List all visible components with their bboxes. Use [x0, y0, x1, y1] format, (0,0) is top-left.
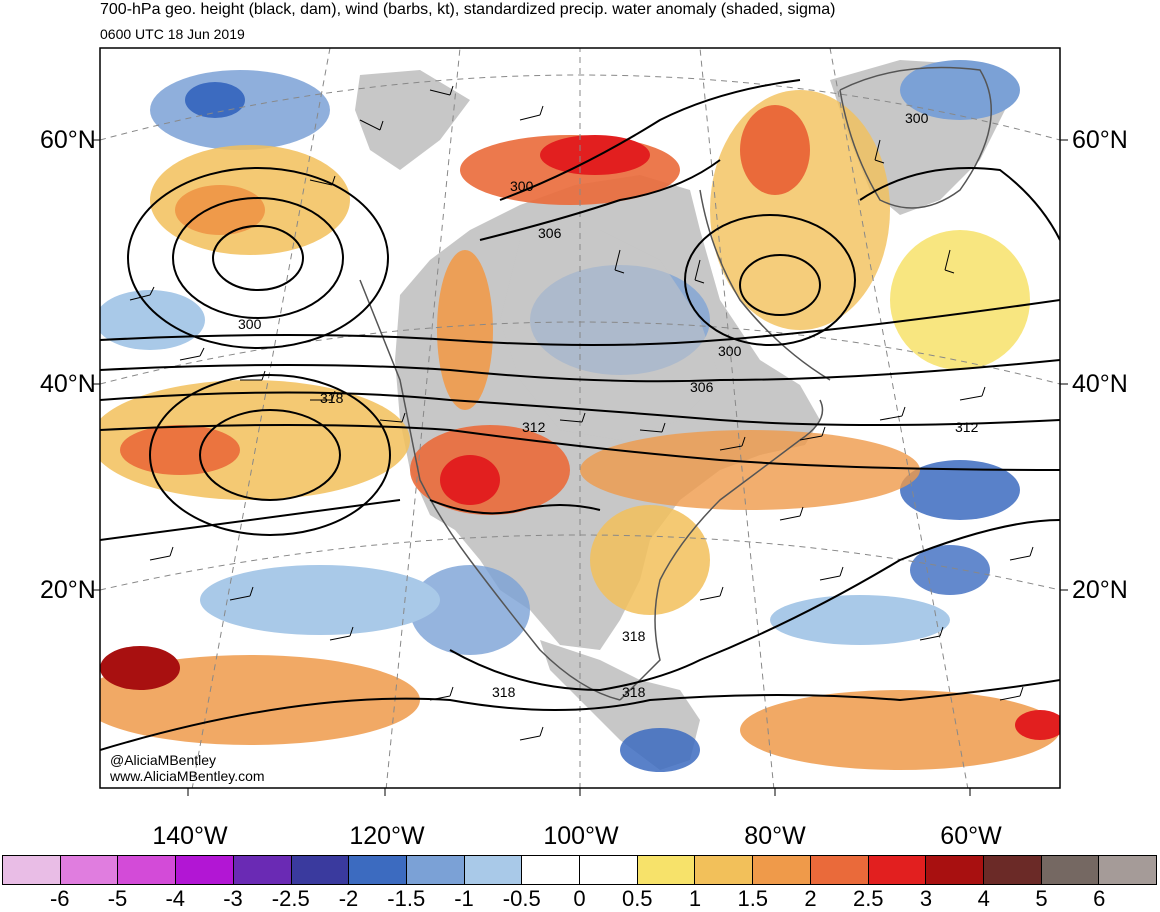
graticule — [100, 48, 1060, 788]
colorbar-box — [1041, 856, 1100, 884]
colorbar-box — [926, 856, 984, 884]
lon-label: 120°W — [349, 822, 425, 850]
lon-label: 60°W — [940, 822, 1002, 850]
colorbar-label: 3 — [919, 886, 933, 911]
colorbar-box — [580, 856, 638, 884]
colorbar-label: -2.5 — [271, 886, 310, 911]
axis-ticks — [92, 139, 1068, 796]
anom-pos-rockies — [437, 250, 493, 410]
anom-pos-east-us — [580, 430, 920, 510]
colorbar-label: 0 — [573, 886, 586, 911]
lat-label-right: 40°N — [1072, 370, 1128, 398]
colorbar-label: 5 — [1035, 886, 1048, 911]
contour-label: 306 — [690, 379, 714, 395]
colorbar-box — [60, 856, 119, 884]
wind-barbs — [129, 85, 1034, 741]
lat-label-right: 20°N — [1072, 576, 1128, 604]
colorbar-label: 6 — [1093, 886, 1106, 911]
contour-label: 300 — [510, 178, 534, 194]
contour-labels: 300 300 300 306 300 306 318 312 312 318 … — [238, 110, 979, 700]
anom-neg-pacific-nw-core — [185, 82, 245, 118]
credit-website: www.AliciaMBentley.com — [110, 768, 265, 784]
lon-label: 140°W — [152, 822, 228, 850]
height-contours — [100, 79, 1060, 751]
colorbar-label: 0.5 — [621, 886, 653, 911]
lat-label-left: 40°N — [40, 370, 96, 398]
anom-neg-north-atlantic — [900, 60, 1020, 120]
colorbar-label: -5 — [107, 886, 128, 911]
contour-label: 306 — [538, 225, 562, 241]
colorbar-box — [406, 856, 465, 884]
colorbar-box — [464, 856, 523, 884]
colorbar-box — [176, 856, 234, 884]
anom-neg-pacific-nw — [150, 70, 330, 150]
lat-label-right: 60°N — [1072, 126, 1128, 154]
colorbar-box — [3, 856, 61, 884]
colorbar-box — [810, 856, 869, 884]
anom-pos-southwest-core — [440, 455, 500, 505]
colorbar-label: 1.5 — [737, 886, 769, 911]
anom-pos-pacific-core — [120, 425, 240, 475]
lon-label: 100°W — [543, 822, 619, 850]
colorbar-label: -4 — [165, 886, 186, 911]
map-title: 700-hPa geo. height (black, dam), wind (… — [100, 1, 836, 18]
colorbar-label: -3 — [223, 886, 243, 911]
contour-label: 318 — [622, 684, 646, 700]
lat-label-left: 60°N — [40, 126, 96, 154]
contour-label: 318 — [320, 390, 344, 406]
colorbar-box — [1099, 856, 1157, 884]
anom-pos-tropical-atlantic — [740, 690, 1060, 770]
colorbar-box — [118, 856, 177, 884]
colorbar-label: -1.5 — [387, 886, 426, 911]
map-field: 300 300 300 306 300 306 318 312 312 318 … — [100, 48, 1060, 788]
colorbar-label: 1 — [688, 886, 702, 911]
colorbar-label: 4 — [977, 886, 990, 911]
colorbar-box — [983, 856, 1042, 884]
valid-time: 0600 UTC 18 Jun 2019 — [100, 26, 245, 42]
colorbar-label: -6 — [49, 886, 70, 911]
contour-label: 300 — [905, 110, 929, 126]
land-alaska — [355, 70, 470, 170]
colorbar-box — [349, 856, 407, 884]
colorbar-box — [868, 856, 927, 884]
colorbar-label: -0.5 — [502, 886, 541, 911]
anom-pos-north-atlantic — [890, 230, 1030, 370]
colorbar-label: -2 — [338, 886, 359, 911]
colorbar — [2, 855, 1157, 885]
anom-neg-mexico — [410, 565, 530, 655]
anom-neg-atlantic — [900, 460, 1020, 520]
anom-pos-labrador-core — [740, 105, 810, 195]
contour-label: 300 — [718, 343, 742, 359]
land-interior — [500, 230, 720, 440]
lon-label: 80°W — [744, 822, 806, 850]
contour-label: 312 — [955, 419, 979, 435]
colorbar-box — [637, 856, 696, 884]
contour-label: 312 — [522, 419, 546, 435]
colorbar-box — [291, 856, 350, 884]
contour-label: 300 — [238, 316, 262, 332]
colorbar-box — [695, 856, 754, 884]
colorbar-label: 2.5 — [852, 886, 884, 911]
colorbar-box — [753, 856, 811, 884]
anom-neg-east-pacific — [200, 565, 440, 635]
anom-pos-tropical-atlantic-core — [1015, 710, 1060, 740]
contour-label: 318 — [492, 684, 516, 700]
colorbar-label: 2 — [804, 886, 817, 911]
colorbar-box — [233, 856, 292, 884]
contour-label: 318 — [622, 628, 646, 644]
anom-pos-gulf-alaska-core — [175, 185, 265, 235]
anom-pos-canada-north-core — [540, 135, 650, 175]
anom-neg-gulf-alaska — [100, 290, 205, 350]
colorbar-box — [522, 856, 581, 884]
colorbar-label: -1 — [454, 886, 474, 911]
credit-handle: @AliciaMBentley — [110, 752, 217, 768]
anom-pos-east-pacific-tropics — [100, 655, 420, 745]
anom-pos-hawaii-core — [100, 646, 180, 690]
anom-neg-caribbean — [770, 595, 950, 645]
lat-label-left: 20°N — [40, 576, 96, 604]
anom-pos-gulf — [590, 505, 710, 615]
anom-neg-south — [620, 728, 700, 772]
